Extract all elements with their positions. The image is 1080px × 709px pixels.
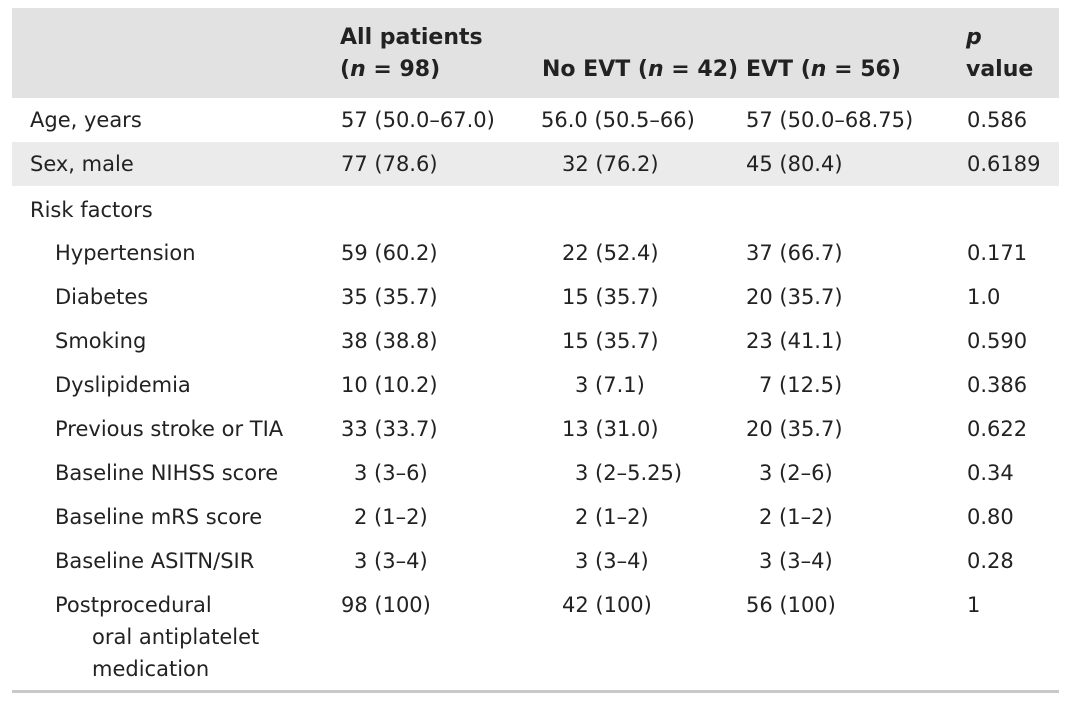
cell-evt: 23 (41.1): [746, 329, 843, 353]
cell-p-value: 0.28: [967, 549, 1014, 573]
cell-all-patients: 2 (1–2): [354, 505, 428, 529]
cell-no-evt: 3 (2–5.25): [575, 461, 683, 485]
row-label-line-3: medication: [92, 657, 210, 681]
data-table: All patients (n = 98) No EVT (n = 42) EV…: [12, 8, 1059, 693]
cell-p-value: 0.622: [967, 417, 1028, 441]
cell-all-patients: 98 (100): [341, 593, 431, 617]
row-label: Sex, male: [30, 152, 134, 176]
table-header: All patients (n = 98) No EVT (n = 42) EV…: [12, 8, 1059, 98]
table-row: Diabetes 35 (35.7) 15 (35.7) 20 (35.7) 1…: [12, 274, 1059, 318]
cell-all-patients: 57 (50.0–67.0): [341, 108, 495, 132]
cell-no-evt: 32 (76.2): [562, 152, 659, 176]
cell-p-value: 0.80: [967, 505, 1014, 529]
cell-all-patients: 35 (35.7): [341, 285, 438, 309]
table-bottom-rule: [12, 690, 1059, 693]
cell-all-patients: 38 (38.8): [341, 329, 438, 353]
cell-no-evt: 42 (100): [562, 593, 652, 617]
cell-p-value: 0.586: [967, 108, 1028, 132]
cell-evt: 37 (66.7): [746, 241, 843, 265]
table-row: Baseline mRS score 2 (1–2) 2 (1–2) 2 (1–…: [12, 494, 1059, 538]
cell-p-value: 0.386: [967, 373, 1028, 397]
cell-all-patients: 3 (3–6): [354, 461, 428, 485]
header-no-evt: No EVT (n = 42): [542, 57, 739, 82]
cell-p-value: 0.34: [967, 461, 1014, 485]
header-all-patients-title: All patients: [340, 25, 483, 50]
cell-no-evt: 13 (31.0): [562, 417, 659, 441]
cell-p-value: 0.590: [967, 329, 1028, 353]
row-label: Previous stroke or TIA: [55, 417, 284, 441]
table-row: Hypertension 59 (60.2) 22 (52.4) 37 (66.…: [12, 230, 1059, 274]
cell-evt: 3 (3–4): [759, 549, 833, 573]
header-all-patients-count: (n = 98): [340, 57, 441, 82]
cell-all-patients: 77 (78.6): [341, 152, 438, 176]
cell-no-evt: 15 (35.7): [562, 285, 659, 309]
cell-no-evt: 15 (35.7): [562, 329, 659, 353]
cell-evt: 45 (80.4): [746, 152, 843, 176]
cell-evt: 56 (100): [746, 593, 836, 617]
row-label-line-1: Postprocedural: [55, 593, 212, 617]
row-label: Diabetes: [55, 285, 149, 309]
cell-p-value: 0.171: [967, 241, 1028, 265]
table-row: Dyslipidemia 10 (10.2) 3 (7.1) 7 (12.5) …: [12, 362, 1059, 406]
table-row: Risk factors: [12, 186, 1059, 230]
header-p-value: p value: [966, 22, 1033, 86]
row-label: Smoking: [55, 329, 147, 353]
row-label: Baseline ASITN/SIR: [55, 549, 255, 573]
header-evt: EVT (n = 56): [746, 57, 901, 82]
header-all-patients: All patients (n = 98): [340, 22, 483, 86]
table-row: Baseline ASITN/SIR 3 (3–4) 3 (3–4) 3 (3–…: [12, 538, 1059, 582]
cell-all-patients: 33 (33.7): [341, 417, 438, 441]
cell-p-value: 0.6189: [967, 152, 1041, 176]
row-section-label: Risk factors: [30, 198, 153, 222]
table-row: Postprocedural oral antiplatelet medicat…: [12, 582, 1059, 688]
table-row: Age, years 57 (50.0–67.0) 56.0 (50.5–66)…: [12, 98, 1059, 142]
cell-all-patients: 59 (60.2): [341, 241, 438, 265]
cell-all-patients: 3 (3–4): [354, 549, 428, 573]
row-label: Baseline mRS score: [55, 505, 263, 529]
row-label: Hypertension: [55, 241, 196, 265]
cell-evt: 20 (35.7): [746, 285, 843, 309]
cell-all-patients: 10 (10.2): [341, 373, 438, 397]
table-row: Smoking 38 (38.8) 15 (35.7) 23 (41.1) 0.…: [12, 318, 1059, 362]
cell-evt: 3 (2–6): [759, 461, 833, 485]
cell-no-evt: 3 (3–4): [575, 549, 649, 573]
row-label: Baseline NIHSS score: [55, 461, 279, 485]
cell-evt: 7 (12.5): [759, 373, 843, 397]
header-p-label: value: [966, 57, 1034, 82]
table-row: Previous stroke or TIA 33 (33.7) 13 (31.…: [12, 406, 1059, 450]
cell-no-evt: 3 (7.1): [575, 373, 645, 397]
row-label: Dyslipidemia: [55, 373, 191, 397]
cell-no-evt: 2 (1–2): [575, 505, 649, 529]
cell-no-evt: 56.0 (50.5–66): [541, 108, 695, 132]
cell-p-value: 1.0: [967, 285, 1001, 309]
cell-evt: 20 (35.7): [746, 417, 843, 441]
cell-evt: 57 (50.0–68.75): [746, 108, 914, 132]
row-label: Age, years: [30, 108, 142, 132]
row-label-line-2: oral antiplatelet: [92, 625, 260, 649]
table-row: Sex, male 77 (78.6) 32 (76.2) 45 (80.4) …: [12, 142, 1059, 186]
table-row: Baseline NIHSS score 3 (3–6) 3 (2–5.25) …: [12, 450, 1059, 494]
cell-no-evt: 22 (52.4): [562, 241, 659, 265]
header-p-symbol: p: [966, 25, 982, 50]
cell-p-value: 1: [967, 593, 981, 617]
cell-evt: 2 (1–2): [759, 505, 833, 529]
